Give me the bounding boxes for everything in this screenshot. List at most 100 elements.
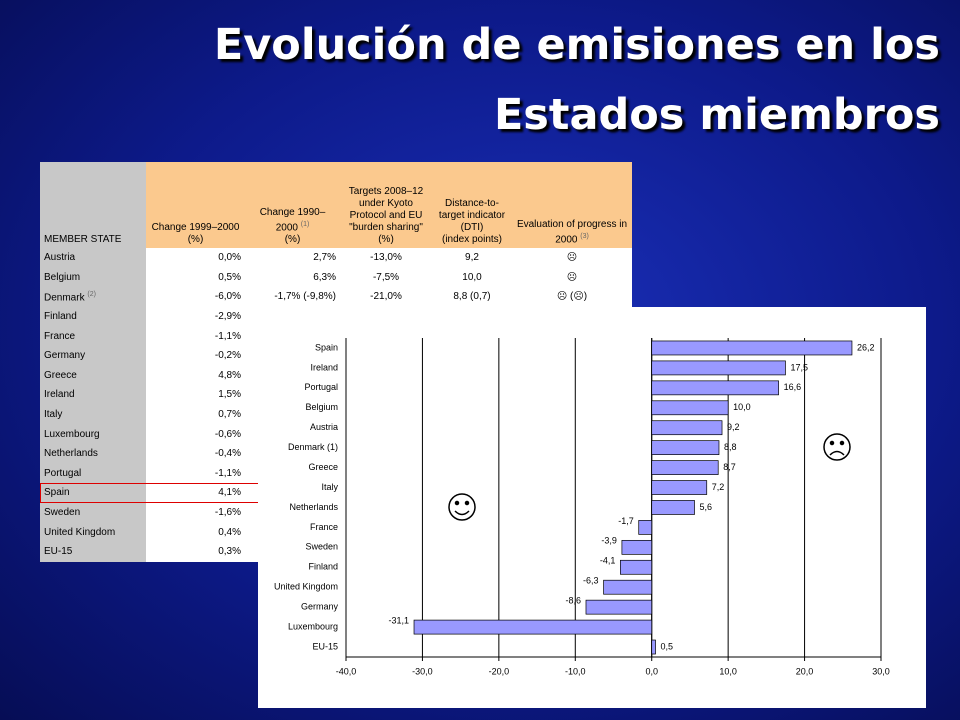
state-name: Spain — [44, 487, 70, 499]
state-cell: Netherlands — [40, 443, 146, 464]
bar — [651, 639, 656, 655]
bar — [413, 619, 653, 635]
state-cell: Spain — [40, 483, 146, 503]
cell-text: -13,0% — [370, 252, 402, 264]
cell-text: 4,1% — [218, 487, 241, 499]
value-label: 8,7 — [723, 462, 736, 472]
category-label: Italy — [321, 482, 338, 492]
value-cell: 0,3% — [146, 541, 245, 562]
state-cell: Luxembourg — [40, 424, 146, 444]
happy-face — [448, 493, 476, 521]
cell-text: 9,2 — [465, 252, 479, 264]
state-cell: EU-15 — [40, 541, 146, 562]
cell-text: 0,5% — [218, 271, 241, 283]
value-cell: 8,8 (0,7) — [432, 287, 512, 307]
category-label: Belgium — [305, 402, 338, 412]
value-label: 7,2 — [712, 482, 725, 492]
category-label: Denmark (1) — [288, 442, 338, 452]
bar — [651, 420, 723, 436]
value-cell: 1,5% — [146, 385, 245, 405]
state-cell: Finland — [40, 306, 146, 327]
cell-text: 4,8% — [218, 369, 241, 381]
header-text: Targets 2008–12 under Kyoto Protocol and… — [348, 186, 424, 233]
state-note: (2) — [87, 290, 96, 298]
value-cell: -13,0% — [340, 248, 432, 268]
cell-text: -1,1% — [214, 330, 241, 342]
state-name: Netherlands — [44, 448, 98, 460]
bar — [620, 559, 653, 575]
value-cell: ☹ — [512, 248, 632, 268]
header-text: Change 1990–2000 — [259, 206, 326, 233]
bar — [638, 520, 653, 535]
value-label: 10,0 — [733, 402, 751, 412]
bar — [651, 380, 779, 396]
table-row: Belgium 0,5% 6,3% -7,5% 10,0 ☹ — [40, 267, 632, 288]
value-cell: -0,4% — [146, 443, 245, 464]
bar — [651, 480, 708, 495]
state-cell: Italy — [40, 404, 146, 425]
x-tick-label: 30,0 — [872, 666, 890, 676]
state-cell: Portugal — [40, 463, 146, 484]
x-tick-label: 10,0 — [719, 666, 737, 676]
cell-text: -0,2% — [214, 350, 241, 362]
value-label: -3,9 — [601, 536, 617, 546]
value-cell: 0,7% — [146, 404, 245, 425]
value-cell: ☹ (☹) — [512, 287, 632, 307]
state-name: Finland — [44, 311, 77, 323]
x-tick-label: 20,0 — [796, 666, 814, 676]
cell-text: ☹ — [566, 271, 578, 283]
cell-text: -0,4% — [214, 448, 241, 460]
header-text: MEMBER STATE — [44, 234, 122, 245]
header-cell: MEMBER STATE — [40, 162, 146, 248]
cell-text: -1,6% — [214, 507, 241, 519]
state-name: Portugal — [44, 467, 82, 479]
cell-text: -21,0% — [370, 291, 402, 303]
category-label: EU-15 — [312, 641, 338, 651]
category-label: Sweden — [305, 542, 338, 552]
header-text: Evaluation of progress in 2000 — [516, 218, 628, 245]
state-cell: United Kingdom — [40, 522, 146, 542]
state-name: Austria — [44, 252, 76, 264]
value-cell: -1,1% — [146, 326, 245, 346]
header-cell: Evaluation of progress in 2000 (3) — [512, 162, 632, 248]
sad-face — [823, 433, 851, 461]
chart-panel: -40,0 -30,0 -20,0 -10,0 0,0 10,0 20,0 30,0 Spain… — [258, 307, 926, 708]
value-cell: -6,0% — [146, 287, 245, 307]
value-cell: 9,2 — [432, 248, 512, 268]
state-name: United Kingdom — [44, 526, 116, 538]
chart: -40,0 -30,0 -20,0 -10,0 0,0 10,0 20,0 30,0 Spain… — [274, 338, 890, 676]
bar — [651, 500, 695, 515]
value-cell: 10,0 — [432, 267, 512, 288]
value-cell: -7,5% — [340, 267, 432, 288]
category-label: United Kingdom — [274, 582, 338, 592]
value-label: -4,1 — [600, 556, 616, 566]
cell-text: 6,3% — [313, 271, 336, 283]
header-unit: (index points) — [441, 234, 503, 245]
value-cell: 2,7% — [245, 248, 340, 268]
state-name: Luxembourg — [44, 428, 100, 440]
header-cell: Change 1999–2000 (%) — [146, 162, 245, 248]
bar — [651, 460, 719, 475]
value-label: 26,2 — [857, 342, 875, 352]
state-cell: Greece — [40, 365, 146, 386]
value-cell: -1,7% (-9,8%) — [245, 287, 340, 307]
header-text: Distance-to-target indicator (DTI) — [438, 198, 506, 233]
state-name: Sweden — [44, 507, 81, 519]
category-label: Portugal — [304, 382, 338, 392]
bar — [621, 539, 653, 555]
value-cell: -2,9% — [146, 306, 245, 327]
category-label: Ireland — [310, 362, 338, 372]
header-note: (1) — [300, 220, 310, 228]
cell-text: 0,7% — [218, 409, 241, 421]
state-cell: Belgium — [40, 267, 146, 288]
state-cell: France — [40, 326, 146, 346]
category-label: Luxembourg — [288, 621, 338, 631]
state-name: Greece — [44, 369, 77, 381]
value-cell: 6,3% — [245, 267, 340, 288]
header-cell: Distance-to-target indicator (DTI) (index… — [432, 162, 512, 248]
bar — [651, 400, 729, 416]
state-cell: Denmark (2) — [40, 287, 146, 307]
value-label: -1,7 — [618, 516, 634, 526]
cell-text: -1,1% — [214, 467, 241, 479]
